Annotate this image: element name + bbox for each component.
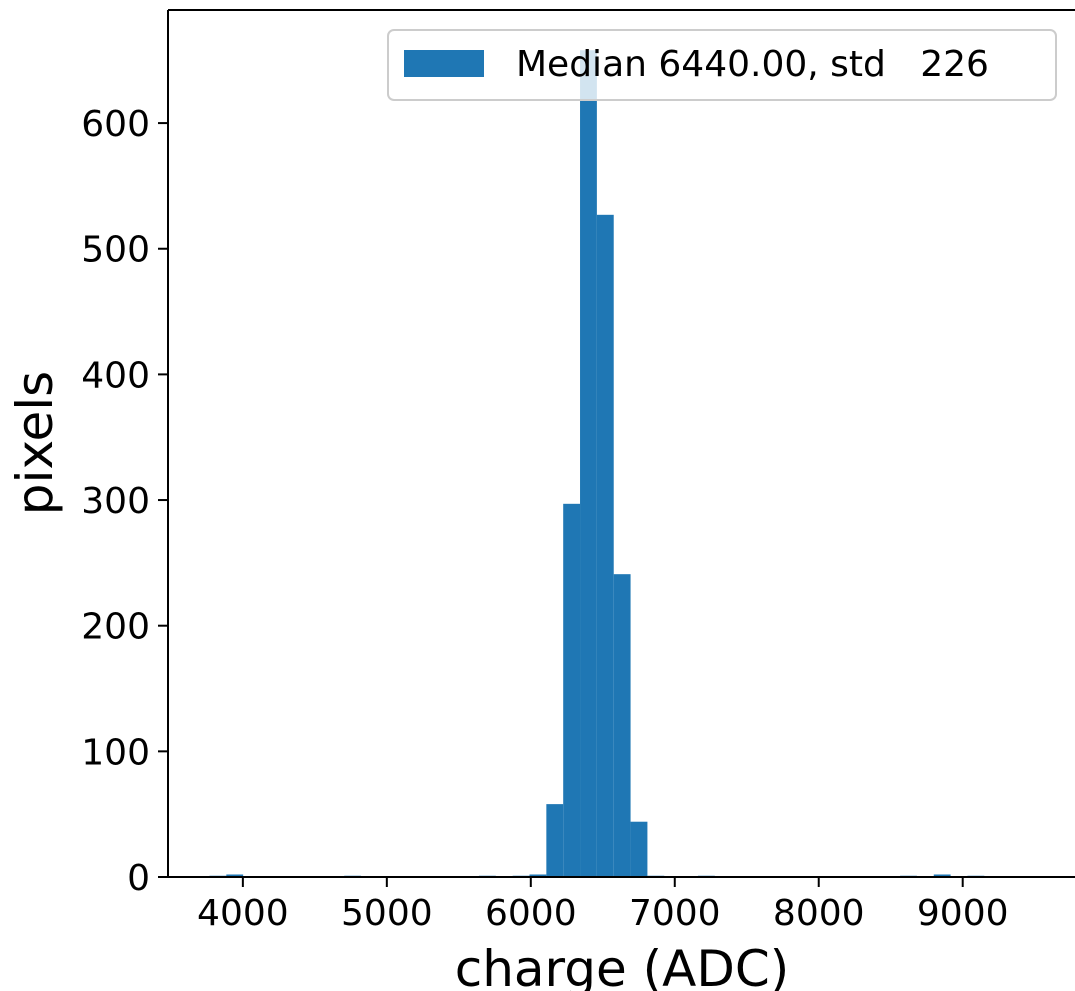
legend-box [387, 29, 1057, 101]
y-axis-ticks: 0 100 200 300 400 500 600 [81, 104, 168, 899]
x-tick-label: 7000 [629, 893, 721, 934]
x-tick-label: 9000 [917, 893, 1009, 934]
y-tick-label: 0 [127, 858, 150, 899]
histogram-bar [546, 804, 564, 877]
y-tick-label: 100 [81, 732, 150, 773]
histogram-bar [580, 50, 597, 878]
histogram-bar [563, 503, 581, 877]
histogram-bar [226, 874, 244, 877]
x-tick-label: 5000 [341, 893, 433, 934]
histogram-bar [529, 874, 547, 877]
legend: Median 6440.00, std 226 [387, 29, 1057, 101]
y-axis-label: pixels [6, 371, 64, 515]
y-tick-label: 600 [81, 104, 150, 145]
histogram-bar [630, 821, 648, 877]
x-tick-label: 6000 [485, 893, 577, 934]
legend-entry: Median 6440.00, std 226 [516, 44, 989, 85]
x-axis-label: charge (ADC) [455, 940, 790, 991]
x-tick-label: 4000 [197, 893, 289, 934]
y-tick-label: 400 [81, 355, 150, 396]
legend-swatch [404, 50, 484, 77]
histogram-bar [933, 874, 951, 877]
x-tick-label: 8000 [773, 893, 865, 934]
histogram-bar [613, 574, 631, 877]
plot-frame [167, 9, 1075, 878]
y-tick-label: 500 [81, 230, 150, 271]
y-tick-label: 200 [81, 607, 150, 648]
x-axis-ticks: 4000 5000 6000 7000 8000 9000 [197, 877, 1009, 934]
y-tick-label: 300 [81, 481, 150, 522]
histogram-bar [596, 214, 614, 877]
histogram-bars [209, 50, 985, 878]
